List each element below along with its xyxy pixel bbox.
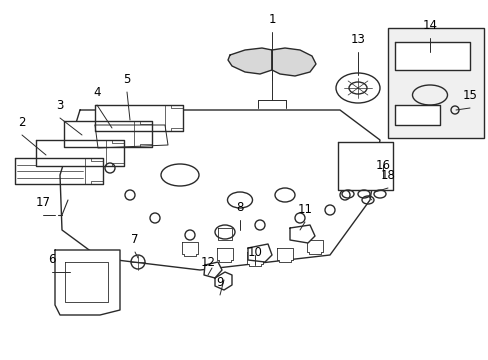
Text: 16: 16: [375, 159, 390, 172]
Polygon shape: [36, 140, 124, 166]
Polygon shape: [215, 272, 231, 290]
Text: 5: 5: [123, 73, 130, 86]
Polygon shape: [337, 142, 392, 190]
Text: 4: 4: [93, 86, 101, 99]
Bar: [387, 28, 483, 138]
Polygon shape: [247, 244, 271, 262]
Polygon shape: [276, 248, 292, 262]
Polygon shape: [227, 48, 271, 74]
Text: 6: 6: [48, 253, 56, 266]
Text: 11: 11: [297, 203, 312, 216]
Polygon shape: [394, 42, 469, 70]
Text: 12: 12: [200, 256, 215, 269]
Polygon shape: [306, 240, 323, 254]
Text: 10: 10: [247, 246, 262, 259]
Text: 2: 2: [18, 116, 26, 129]
Polygon shape: [182, 242, 198, 256]
Text: 15: 15: [462, 89, 476, 102]
Text: 9: 9: [216, 276, 224, 289]
Polygon shape: [15, 158, 103, 184]
Polygon shape: [217, 248, 232, 262]
Text: 14: 14: [422, 19, 437, 32]
Text: 18: 18: [380, 169, 395, 182]
Polygon shape: [64, 121, 152, 147]
Polygon shape: [246, 252, 263, 266]
Polygon shape: [55, 250, 120, 315]
Polygon shape: [203, 262, 222, 278]
Polygon shape: [271, 48, 315, 76]
Text: 3: 3: [56, 99, 63, 112]
Polygon shape: [95, 105, 183, 131]
Polygon shape: [394, 105, 439, 125]
Text: 13: 13: [350, 33, 365, 46]
Text: 8: 8: [236, 201, 243, 214]
Polygon shape: [289, 225, 314, 243]
Text: 17: 17: [36, 196, 50, 209]
Polygon shape: [60, 110, 379, 270]
Polygon shape: [95, 125, 168, 148]
Text: 7: 7: [131, 233, 139, 246]
Text: 1: 1: [268, 13, 275, 26]
